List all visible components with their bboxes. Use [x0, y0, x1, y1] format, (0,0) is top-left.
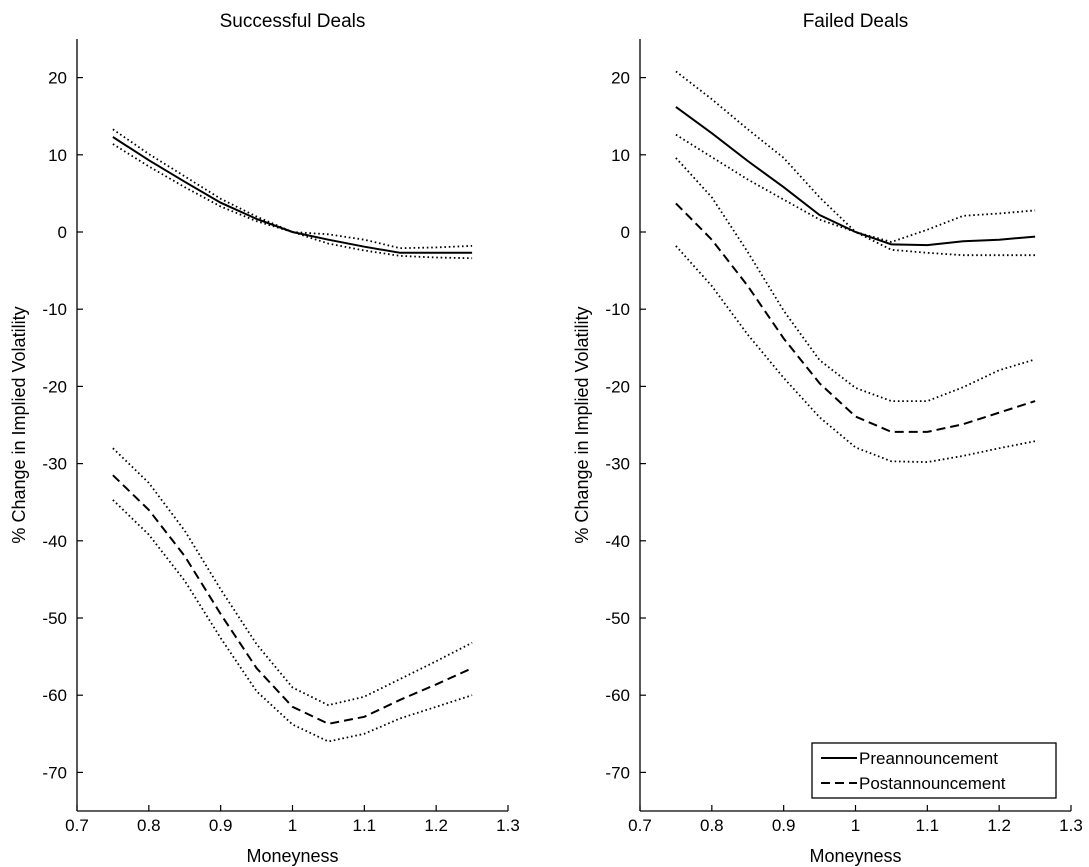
- x-tick-label: 1.1: [916, 816, 940, 835]
- y-tick-label: 10: [611, 146, 630, 165]
- x-tick-label: 0.9: [209, 816, 233, 835]
- series-line-dotted-3: [112, 143, 473, 260]
- series-line-dotted-5: [675, 157, 1036, 403]
- series-line-dotted-5: [112, 447, 473, 707]
- y-tick-label: -30: [605, 455, 630, 474]
- series-line-dotted-3: [675, 133, 1036, 257]
- y-tick-label: -50: [605, 609, 630, 628]
- y-axis-label: % Change in Implied Volatility: [572, 306, 592, 543]
- y-tick-label: -70: [42, 763, 67, 782]
- y-tick-label: -60: [42, 686, 67, 705]
- y-tick-label: -30: [42, 455, 67, 474]
- x-tick-label: 0.7: [628, 816, 652, 835]
- y-tick-label: -50: [42, 609, 67, 628]
- chart-panel-1: 0.7 0.8 0.9 1 1.1 1.2 1.3 20 10 0 -10 -20 -30 -40 -50 -…: [9, 11, 520, 866]
- x-tick-label: 1.2: [987, 816, 1011, 835]
- x-axis-label: Moneyness: [809, 846, 901, 866]
- chart-panel-2: 0.7 0.8 0.9 1 1.1 1.2 1.3 20 10 0 -10 -20 -30 -40 -50 -…: [572, 11, 1083, 866]
- y-tick-label: 0: [621, 223, 630, 242]
- y-tick-label: -20: [42, 377, 67, 396]
- x-tick-label: 1.3: [1059, 816, 1083, 835]
- y-tick-label: 0: [58, 223, 67, 242]
- y-tick-label: -40: [605, 532, 630, 551]
- y-tick-label: -70: [605, 763, 630, 782]
- y-tick-label: -10: [42, 300, 67, 319]
- y-axis-label: % Change in Implied Volatility: [9, 306, 29, 543]
- x-tick-label: 1: [851, 816, 860, 835]
- y-tick-label: -40: [42, 532, 67, 551]
- series-line-dashed-4: [112, 474, 473, 725]
- x-axis-label: Moneyness: [246, 846, 338, 866]
- legend: Preannouncement Postannouncement: [811, 742, 1057, 799]
- y-tick-label: -60: [605, 686, 630, 705]
- x-tick-label: 1: [288, 816, 297, 835]
- x-tick-label: 0.9: [772, 816, 796, 835]
- y-tick-label: 20: [611, 69, 630, 88]
- series-line-dotted-2: [112, 128, 473, 250]
- legend-label: Preannouncement: [859, 749, 998, 768]
- x-tick-label: 0.8: [700, 816, 724, 835]
- y-tick-label: -10: [605, 300, 630, 319]
- series-line-dotted-2: [675, 70, 1036, 243]
- legend-box: [811, 742, 1057, 799]
- x-tick-label: 0.7: [65, 816, 89, 835]
- chart-title: Successful Deals: [220, 11, 366, 32]
- x-tick-label: 1.3: [496, 816, 520, 835]
- legend-label: Postannouncement: [859, 774, 1006, 793]
- y-tick-label: 20: [48, 69, 67, 88]
- y-tick-label: 10: [48, 146, 67, 165]
- y-tick-label: -20: [605, 377, 630, 396]
- chart-title: Failed Deals: [803, 11, 909, 32]
- x-tick-label: 1.1: [353, 816, 377, 835]
- series-line-dotted-6: [675, 245, 1036, 464]
- series-line-solid-1: [112, 136, 473, 254]
- series-line-dashed-4: [675, 202, 1036, 433]
- x-tick-label: 0.8: [137, 816, 161, 835]
- series-line-dotted-6: [112, 499, 473, 743]
- x-tick-label: 1.2: [424, 816, 448, 835]
- series-line-solid-1: [675, 106, 1036, 247]
